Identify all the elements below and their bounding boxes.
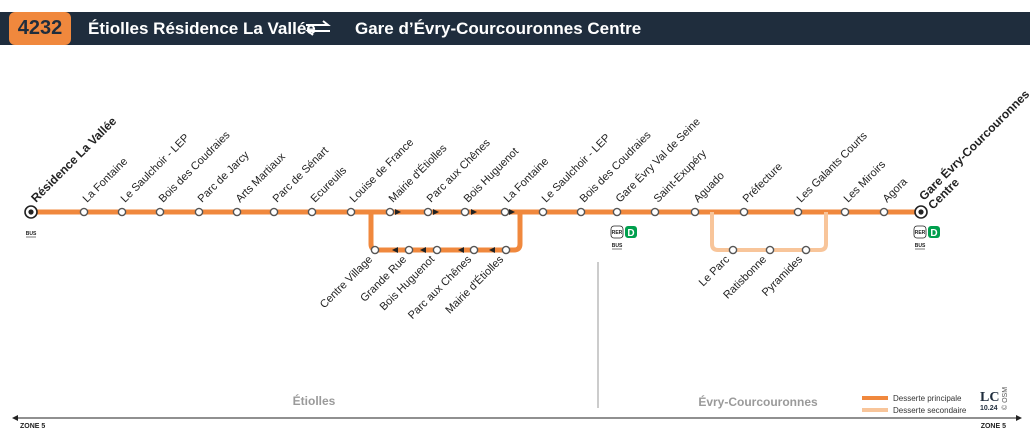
main-stop-dot [690, 207, 700, 217]
branch-stop-dot [765, 245, 775, 255]
branch-stop-dot [728, 245, 738, 255]
main-stop-dot [79, 207, 89, 217]
rer-d-badge [625, 226, 637, 238]
loop-stop-dot [404, 245, 414, 255]
main-stop-dot [385, 207, 395, 217]
rer-d-letter: D [930, 228, 937, 239]
direction-arrow-icon [392, 247, 398, 253]
terminus-start-label: Résidence La Vallée [28, 114, 119, 205]
main-stop-label: Préfecture [741, 161, 785, 205]
rer-d-letter: D [627, 228, 634, 239]
axis-right-arrow-icon [1016, 415, 1022, 421]
line-number-badge: 4232 [9, 12, 71, 45]
main-stop-dot [155, 207, 165, 217]
direction-arrow-icon [489, 247, 495, 253]
rer-d-badge [928, 226, 940, 238]
main-stop-label: Agora [881, 175, 911, 205]
main-stop-dot [793, 207, 803, 217]
terminus-end-label-1: Gare Évry-Courcouronnes [916, 86, 1030, 203]
main-stop-dot [423, 207, 433, 217]
loop-stop-dot [370, 245, 380, 255]
main-stop-dot [194, 207, 204, 217]
bidirectional-arrows-icon [305, 20, 331, 36]
axis-left-arrow-icon [12, 415, 18, 421]
terminus-start-center [28, 209, 34, 215]
terminus-end-rer: RER D [913, 225, 940, 239]
destination-title: Gare d’Évry-Courcouronnes Centre [355, 19, 642, 38]
line-header: 4232 Étiolles Résidence La Vallée Gare d… [0, 12, 1030, 45]
legend-main-label: Desserte principale [893, 394, 962, 403]
direction-arrow-icon [509, 209, 515, 215]
val-de-seine-bus: BUS [612, 243, 623, 250]
main-stop-dot [232, 207, 242, 217]
origin-title: Étiolles Résidence La Vallée [88, 19, 316, 38]
main-stop-dot [650, 207, 660, 217]
bus-label: BUS [26, 231, 37, 237]
main-stop-label: Bois des Coudraies [157, 129, 233, 205]
loop-stop-dot [469, 245, 479, 255]
loop-stop-dot [432, 245, 442, 255]
logo-mark: LC [980, 390, 999, 405]
rer-icon [913, 225, 927, 239]
main-stop-dot [612, 207, 622, 217]
main-stop-dot [538, 207, 548, 217]
direction-arrow-icon [395, 209, 401, 215]
legend-secondary-label: Desserte secondaire [893, 406, 967, 415]
val-de-seine-rer: RER D [610, 225, 637, 239]
main-stop-dot [269, 207, 279, 217]
loop-stop-label: Mairie d'Étiolles [443, 253, 507, 317]
bus-label: BUS [612, 243, 623, 249]
terminus-start-bus: BUS [26, 231, 37, 238]
main-stop-dot [117, 207, 127, 217]
rer-label: RER [612, 230, 623, 236]
direction-arrow-icon [420, 247, 426, 253]
operator-logo: LC 10.24 © OSM [980, 387, 1009, 412]
branch-stop-dot [801, 245, 811, 255]
main-stop-dot [576, 207, 586, 217]
zone-tag-left: ZONE 5 [20, 423, 45, 430]
branch-stop-label: Le Parc [697, 253, 733, 289]
route-stops: BUS RER D BUS RER D BUS [24, 205, 940, 255]
route-labels: Résidence La Vallée Gare Évry-Courcouronn… [28, 86, 1030, 322]
direction-arrow-icon [458, 247, 464, 253]
main-stop-label: Le Saulchoir - LEP [540, 132, 613, 205]
logo-date: 10.24 [980, 405, 998, 412]
main-stop-dot [500, 207, 510, 217]
terminus-end-bus: BUS [915, 243, 926, 250]
terminus-end-center [918, 209, 924, 215]
rer-label: RER [915, 230, 926, 236]
main-stop-dot [460, 207, 470, 217]
zone-label-left: Étiolles [293, 393, 336, 408]
main-stop-dot [879, 207, 889, 217]
osm-credit: © OSM [1001, 387, 1009, 410]
main-stop-label: Louise de France [348, 137, 417, 206]
main-stop-label: Le Saulchoir - LEP [119, 132, 192, 205]
bus-label: BUS [915, 243, 926, 249]
main-stop-label: Ecureuils [309, 164, 350, 205]
direction-arrow-icon [433, 209, 439, 215]
branch-line [710, 212, 828, 252]
loop-line [368, 212, 523, 253]
main-stop-label: Parc aux Chênes [425, 137, 494, 206]
main-stop-dot [346, 207, 356, 217]
zone-tag-right: ZONE 5 [981, 423, 1006, 430]
rer-icon [610, 225, 624, 239]
route-lines [31, 209, 921, 253]
direction-arrow-icon [471, 209, 477, 215]
main-stop-dot [840, 207, 850, 217]
main-stop-label: Aguado [692, 170, 727, 205]
zone-label-right: Évry-Courcouronnes [698, 394, 818, 409]
main-stop-dot [307, 207, 317, 217]
loop-stop-dot [501, 245, 511, 255]
main-stop-dot [739, 207, 749, 217]
